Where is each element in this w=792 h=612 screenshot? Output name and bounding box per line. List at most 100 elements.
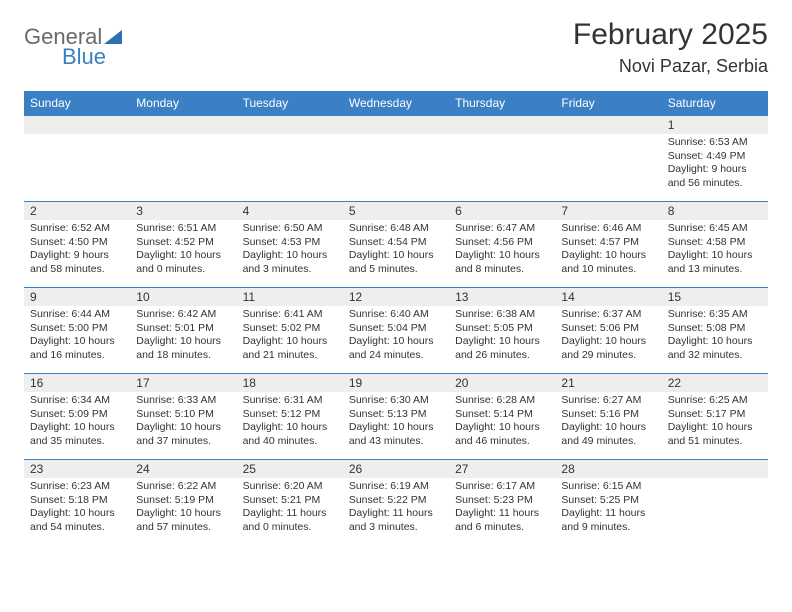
calendar-day-cell: 10Sunrise: 6:42 AMSunset: 5:01 PMDayligh… [130, 288, 236, 374]
day-number: 17 [130, 374, 236, 392]
day-number: 10 [130, 288, 236, 306]
calendar-day-cell: 17Sunrise: 6:33 AMSunset: 5:10 PMDayligh… [130, 374, 236, 460]
sunrise-text: Sunrise: 6:30 AM [349, 394, 443, 408]
header: General Blue February 2025 Novi Pazar, S… [24, 18, 768, 77]
day-body: Sunrise: 6:41 AMSunset: 5:02 PMDaylight:… [237, 306, 343, 367]
sunset-text: Sunset: 5:16 PM [561, 408, 655, 422]
sunset-text: Sunset: 4:57 PM [561, 236, 655, 250]
calendar-day-cell: 16Sunrise: 6:34 AMSunset: 5:09 PMDayligh… [24, 374, 130, 460]
sunrise-text: Sunrise: 6:23 AM [30, 480, 124, 494]
sunrise-text: Sunrise: 6:45 AM [668, 222, 762, 236]
day-number: 2 [24, 202, 130, 220]
sunset-text: Sunset: 4:53 PM [243, 236, 337, 250]
daylight-text: Daylight: 10 hours and 3 minutes. [243, 249, 337, 276]
calendar-week-row: 2Sunrise: 6:52 AMSunset: 4:50 PMDaylight… [24, 202, 768, 288]
day-number [130, 116, 236, 134]
title-block: February 2025 Novi Pazar, Serbia [573, 18, 768, 77]
sunset-text: Sunset: 4:52 PM [136, 236, 230, 250]
weekday-header: Saturday [662, 91, 768, 116]
day-number [449, 116, 555, 134]
sunset-text: Sunset: 5:09 PM [30, 408, 124, 422]
day-number: 14 [555, 288, 661, 306]
logo-sail-icon [104, 30, 122, 44]
calendar-day-cell [343, 116, 449, 202]
day-number: 21 [555, 374, 661, 392]
calendar-day-cell: 25Sunrise: 6:20 AMSunset: 5:21 PMDayligh… [237, 460, 343, 546]
day-number: 6 [449, 202, 555, 220]
daylight-text: Daylight: 11 hours and 6 minutes. [455, 507, 549, 534]
day-body: Sunrise: 6:33 AMSunset: 5:10 PMDaylight:… [130, 392, 236, 453]
sunset-text: Sunset: 5:17 PM [668, 408, 762, 422]
sunset-text: Sunset: 4:56 PM [455, 236, 549, 250]
calendar-day-cell [237, 116, 343, 202]
calendar-table: SundayMondayTuesdayWednesdayThursdayFrid… [24, 91, 768, 546]
calendar-day-cell: 8Sunrise: 6:45 AMSunset: 4:58 PMDaylight… [662, 202, 768, 288]
daylight-text: Daylight: 10 hours and 40 minutes. [243, 421, 337, 448]
weekday-header: Friday [555, 91, 661, 116]
sunset-text: Sunset: 5:22 PM [349, 494, 443, 508]
sunrise-text: Sunrise: 6:46 AM [561, 222, 655, 236]
sunset-text: Sunset: 5:19 PM [136, 494, 230, 508]
sunrise-text: Sunrise: 6:28 AM [455, 394, 549, 408]
day-number: 20 [449, 374, 555, 392]
daylight-text: Daylight: 10 hours and 32 minutes. [668, 335, 762, 362]
daylight-text: Daylight: 10 hours and 43 minutes. [349, 421, 443, 448]
daylight-text: Daylight: 10 hours and 35 minutes. [30, 421, 124, 448]
day-body: Sunrise: 6:25 AMSunset: 5:17 PMDaylight:… [662, 392, 768, 453]
day-body: Sunrise: 6:44 AMSunset: 5:00 PMDaylight:… [24, 306, 130, 367]
day-number: 28 [555, 460, 661, 478]
day-body: Sunrise: 6:35 AMSunset: 5:08 PMDaylight:… [662, 306, 768, 367]
calendar-day-cell: 14 Sunrise: 6:37 AMSunset: 5:06 PMDayligh… [555, 288, 661, 374]
calendar-body: 1Sunrise: 6:53 AMSunset: 4:49 PMDaylight… [24, 116, 768, 546]
day-number: 27 [449, 460, 555, 478]
day-body: Sunrise: 6:47 AMSunset: 4:56 PMDaylight:… [449, 220, 555, 281]
sunset-text: Sunset: 4:58 PM [668, 236, 762, 250]
weekday-header: Monday [130, 91, 236, 116]
day-number: 8 [662, 202, 768, 220]
sunrise-text: Sunrise: 6:48 AM [349, 222, 443, 236]
day-number: 15 [662, 288, 768, 306]
day-body: Sunrise: 6:50 AMSunset: 4:53 PMDaylight:… [237, 220, 343, 281]
sunset-text: Sunset: 5:00 PM [30, 322, 124, 336]
sunrise-text: Sunrise: 6:27 AM [561, 394, 655, 408]
sunset-text: Sunset: 5:04 PM [349, 322, 443, 336]
sunrise-text: Sunrise: 6:37 AM [561, 308, 655, 322]
sunrise-text: Sunrise: 6:25 AM [668, 394, 762, 408]
sunset-text: Sunset: 4:54 PM [349, 236, 443, 250]
day-number [24, 116, 130, 134]
calendar-day-cell: 2Sunrise: 6:52 AMSunset: 4:50 PMDaylight… [24, 202, 130, 288]
sunrise-text: Sunrise: 6:22 AM [136, 480, 230, 494]
sunset-text: Sunset: 4:49 PM [668, 150, 762, 164]
sunrise-text: Sunrise: 6:53 AM [668, 136, 762, 150]
day-number: 7 [555, 202, 661, 220]
day-body: Sunrise: 6:34 AMSunset: 5:09 PMDaylight:… [24, 392, 130, 453]
calendar-day-cell: 7Sunrise: 6:46 AMSunset: 4:57 PMDaylight… [555, 202, 661, 288]
calendar-day-cell: 15Sunrise: 6:35 AMSunset: 5:08 PMDayligh… [662, 288, 768, 374]
sunrise-text: Sunrise: 6:33 AM [136, 394, 230, 408]
sunset-text: Sunset: 5:14 PM [455, 408, 549, 422]
sunset-text: Sunset: 5:08 PM [668, 322, 762, 336]
sunset-text: Sunset: 5:21 PM [243, 494, 337, 508]
day-number: 12 [343, 288, 449, 306]
sunrise-text: Sunrise: 6:41 AM [243, 308, 337, 322]
sunset-text: Sunset: 4:50 PM [30, 236, 124, 250]
sunset-text: Sunset: 5:25 PM [561, 494, 655, 508]
daylight-text: Daylight: 10 hours and 5 minutes. [349, 249, 443, 276]
daylight-text: Daylight: 10 hours and 29 minutes. [561, 335, 655, 362]
calendar-day-cell: 6Sunrise: 6:47 AMSunset: 4:56 PMDaylight… [449, 202, 555, 288]
day-body: Sunrise: 6:42 AMSunset: 5:01 PMDaylight:… [130, 306, 236, 367]
calendar-day-cell: 28Sunrise: 6:15 AMSunset: 5:25 PMDayligh… [555, 460, 661, 546]
day-number: 18 [237, 374, 343, 392]
sunset-text: Sunset: 5:06 PM [561, 322, 655, 336]
day-number: 26 [343, 460, 449, 478]
calendar-day-cell: 13Sunrise: 6:38 AMSunset: 5:05 PMDayligh… [449, 288, 555, 374]
day-body: Sunrise: 6:45 AMSunset: 4:58 PMDaylight:… [662, 220, 768, 281]
day-number: 9 [24, 288, 130, 306]
daylight-text: Daylight: 10 hours and 46 minutes. [455, 421, 549, 448]
calendar-week-row: 9Sunrise: 6:44 AMSunset: 5:00 PMDaylight… [24, 288, 768, 374]
month-title: February 2025 [573, 18, 768, 52]
sunrise-text: Sunrise: 6:38 AM [455, 308, 549, 322]
daylight-text: Daylight: 11 hours and 0 minutes. [243, 507, 337, 534]
day-number: 25 [237, 460, 343, 478]
logo-text-blue: Blue [62, 44, 122, 70]
